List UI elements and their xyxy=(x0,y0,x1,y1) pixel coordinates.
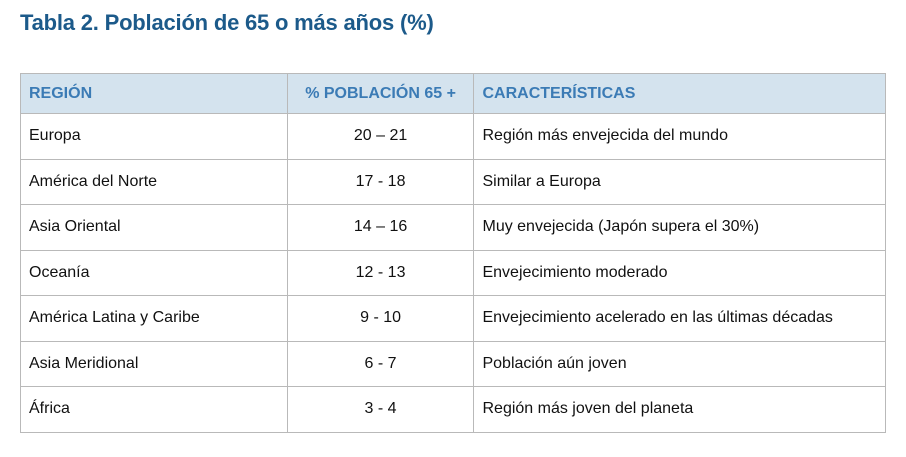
table-cell: 17 - 18 xyxy=(286,158,475,205)
table-row: Europa 20 – 21 Región más envejecida del m… xyxy=(20,113,886,160)
table-cell: Oceanía xyxy=(20,249,288,296)
table-cell: 12 - 13 xyxy=(286,249,475,296)
table-cell: 9 - 10 xyxy=(286,295,475,342)
header-cell: REGIÓN xyxy=(20,73,288,114)
table-cell: Envejecimiento acelerado en las últimas … xyxy=(473,295,886,342)
table-cell: África xyxy=(20,386,288,433)
header-row: REGIÓN% POBLACIÓN 65 + CARACTERÍSTICAS xyxy=(20,73,886,114)
table-row: Asia Meridional 6 - 7 Población aún joven xyxy=(20,340,886,387)
table-cell: Muy envejecida (Japón supera el 30%) xyxy=(473,204,886,251)
table-cell: Región más joven del planeta xyxy=(473,386,886,433)
table-cell: 3 - 4 xyxy=(286,386,475,433)
table-cell: América del Norte xyxy=(20,158,288,205)
table-row: América Latina y Caribe 9 - 10 Envejecimie… xyxy=(20,295,886,342)
table-row: América del Norte 17 - 18 Similar a Europa xyxy=(20,158,886,205)
table-cell: Asia Oriental xyxy=(20,204,288,251)
table-cell: Envejecimiento moderado xyxy=(473,249,886,296)
header-cell: % POBLACIÓN 65 + xyxy=(286,73,475,114)
table-cell: Asia Meridional xyxy=(20,340,288,387)
table-cell: 6 - 7 xyxy=(286,340,475,387)
data-table: REGIÓN% POBLACIÓN 65 + CARACTERÍSTICAS Eu… xyxy=(20,73,886,433)
table-cell: Europa xyxy=(20,113,288,160)
table-row: Oceanía 12 - 13 Envejecimiento moderado xyxy=(20,249,886,296)
table-title: Tabla 2. Población de 65 o más años (%) xyxy=(20,10,434,35)
header-cell: CARACTERÍSTICAS xyxy=(473,73,886,114)
table-cell: América Latina y Caribe xyxy=(20,295,288,342)
table-cell: Similar a Europa xyxy=(473,158,886,205)
table-cell: 14 – 16 xyxy=(286,204,475,251)
table-row: África 3 - 4 Región más joven del planeta xyxy=(20,386,886,433)
table-row: Asia Oriental 14 – 16 Muy envejecida (Japó… xyxy=(20,204,886,251)
table-cell: Región más envejecida del mundo xyxy=(473,113,886,160)
table-cell: 20 – 21 xyxy=(286,113,475,160)
table-cell: Población aún joven xyxy=(473,340,886,387)
